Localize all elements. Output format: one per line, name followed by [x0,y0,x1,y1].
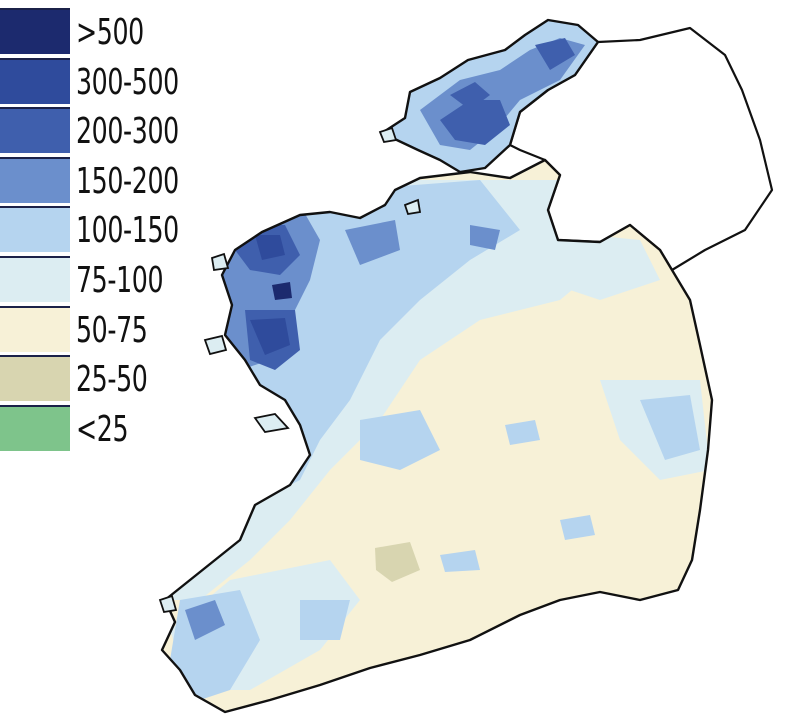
legend-label: 200-300 [76,111,179,153]
legend-label: 150-200 [76,160,179,202]
legend-label: 25-50 [76,359,148,401]
legend-item: >500 [0,8,230,58]
legend-label: <25 [76,408,129,450]
legend-swatch [0,8,70,54]
legend-label: >500 [76,12,144,53]
legend-label: 50-75 [76,309,148,351]
legend-swatch [0,206,70,253]
legend-item: 200-300 [0,107,230,157]
legend-item: 75-100 [0,255,230,306]
legend-swatch [0,305,70,352]
legend: >500 300-500 200-300 150-200 100-150 75-… [0,8,230,454]
legend-item: 100-150 [0,206,230,256]
legend-swatch [0,107,70,154]
legend-item: 50-75 [0,305,230,356]
legend-label: 300-500 [76,61,179,103]
legend-item: 150-200 [0,156,230,207]
legend-swatch [0,255,70,302]
legend-item: 25-50 [0,355,230,405]
legend-item: <25 [0,404,230,455]
legend-item: 300-500 [0,57,230,108]
legend-swatch [0,57,70,104]
donegal-region [380,18,600,174]
legend-swatch [0,156,70,203]
republic-region [160,158,714,714]
islands [158,126,422,614]
legend-label: 75-100 [76,259,164,301]
legend-swatch [0,404,70,451]
legend-swatch [0,355,70,402]
legend-label: 100-150 [76,210,179,252]
